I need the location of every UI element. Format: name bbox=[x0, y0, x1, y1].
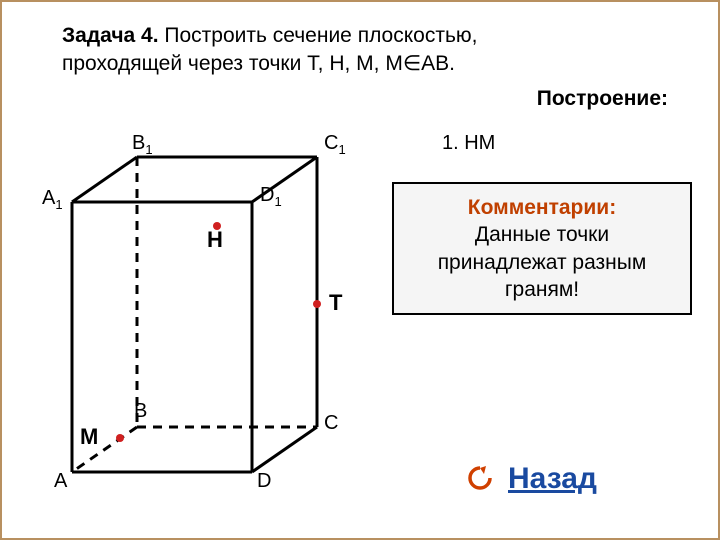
comment-line3: граням! bbox=[406, 276, 678, 303]
vertex-b: В bbox=[134, 400, 147, 423]
point-m-dot bbox=[116, 434, 124, 442]
vertex-b1: В1 bbox=[132, 132, 153, 157]
problem-line1: Построить сечение плоскостью, bbox=[159, 24, 478, 47]
back-arrow-icon bbox=[462, 464, 498, 494]
vertex-c: С bbox=[324, 412, 338, 435]
cube-diagram: В1 С1 А1 D1 В С А D М Н Т bbox=[42, 132, 362, 492]
problem-statement: Задача 4. Построить сечение плоскостью, … bbox=[62, 22, 688, 79]
problem-line2: проходящей через точки Т, Н, М, М∈АВ. bbox=[62, 52, 455, 75]
comment-line2: принадлежат разным bbox=[406, 249, 678, 276]
point-t-dot bbox=[313, 300, 321, 308]
back-label: Назад bbox=[508, 462, 597, 496]
back-button[interactable]: Назад bbox=[462, 462, 597, 496]
step-1: 1. НМ bbox=[442, 132, 495, 155]
vertex-c1: С1 bbox=[324, 132, 346, 157]
vertex-d1: D1 bbox=[260, 184, 282, 209]
vertex-a1: А1 bbox=[42, 187, 63, 212]
problem-label: Задача 4. bbox=[62, 24, 159, 47]
comment-box: Комментарии: Данные точки принадлежат ра… bbox=[392, 182, 692, 315]
point-h-label: Н bbox=[207, 227, 223, 253]
comment-title: Комментарии: bbox=[406, 194, 678, 221]
vertex-a: А bbox=[54, 470, 67, 493]
point-m-label: М bbox=[80, 424, 98, 450]
vertex-d: D bbox=[257, 470, 271, 493]
point-t-label: Т bbox=[329, 290, 342, 316]
construction-heading: Построение: bbox=[32, 87, 668, 111]
comment-line1: Данные точки bbox=[406, 221, 678, 248]
